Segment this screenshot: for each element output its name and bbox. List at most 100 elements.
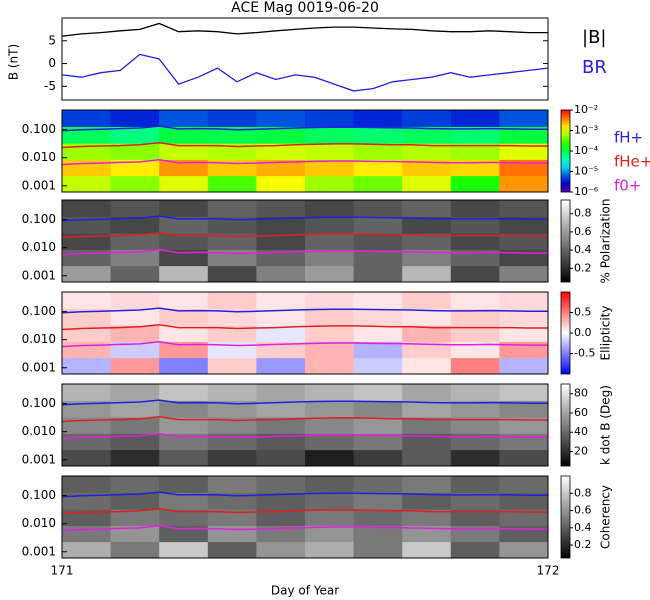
heat-cell xyxy=(110,433,160,451)
heat-cell xyxy=(450,417,500,434)
frequency-line xyxy=(61,324,548,331)
heat-cell xyxy=(499,449,549,467)
heat-cell xyxy=(499,216,549,234)
colorbar-tick-label: 0.5 xyxy=(574,306,592,319)
frequency-line xyxy=(61,159,548,166)
plot-frame xyxy=(61,199,549,283)
heat-cell xyxy=(207,357,257,375)
heat-cell xyxy=(207,492,257,510)
heat-cell xyxy=(159,200,209,217)
colorbar-tick-label: 0.4 xyxy=(574,521,592,534)
heat-cell xyxy=(62,357,112,375)
heat-cell xyxy=(110,417,160,434)
heat-cell xyxy=(207,525,257,543)
heat-cell xyxy=(402,417,452,434)
heat-cell xyxy=(499,143,549,160)
heat-cell xyxy=(402,292,452,309)
heat-cell xyxy=(159,492,209,510)
heat-cell xyxy=(207,476,257,493)
colorbar xyxy=(560,291,571,375)
heat-cell xyxy=(305,200,355,217)
heat-cell xyxy=(450,476,500,493)
y-tick-label: 0.100 xyxy=(22,304,56,318)
heat-cell xyxy=(450,509,500,526)
colorbar xyxy=(560,383,571,467)
heat-cell xyxy=(353,292,403,309)
heat-cell xyxy=(62,476,112,493)
colorbar-tick-label: 10⁻³ xyxy=(574,124,598,137)
colorbar-tick-label: 60 xyxy=(574,406,588,419)
heat-cell xyxy=(207,143,257,160)
heat-cell xyxy=(159,541,209,559)
heat-cell xyxy=(159,476,209,493)
heat-cell xyxy=(499,476,549,493)
heat-cell xyxy=(305,126,355,144)
heat-cell xyxy=(450,175,500,193)
heat-cell xyxy=(159,417,209,434)
heat-cell xyxy=(110,449,160,467)
heat-cell xyxy=(353,308,403,326)
colorbar-label: Coherency xyxy=(599,485,613,549)
heat-cell xyxy=(450,249,500,267)
heat-cell xyxy=(159,249,209,267)
heat-cell xyxy=(305,541,355,559)
heat-cell xyxy=(353,216,403,234)
heat-cell xyxy=(499,308,549,326)
heat-cell xyxy=(353,175,403,193)
heat-cell xyxy=(402,110,452,127)
heat-cell xyxy=(499,492,549,510)
heat-cell xyxy=(353,325,403,342)
heat-cell xyxy=(110,492,160,510)
heat-cell xyxy=(305,233,355,250)
heat-cell xyxy=(499,341,549,359)
heat-cell xyxy=(159,110,209,127)
heat-cell xyxy=(256,525,306,543)
heat-cell xyxy=(207,265,257,283)
x-tick-label: 171 xyxy=(51,564,74,578)
heat-cell xyxy=(62,110,112,127)
heat-cell xyxy=(110,292,160,309)
heat-cell xyxy=(256,325,306,342)
colorbar xyxy=(560,475,571,559)
frequency-line xyxy=(61,508,548,515)
plot-frame xyxy=(61,109,549,193)
heat-cell xyxy=(450,384,500,401)
heat-cell xyxy=(207,233,257,250)
heat-cell xyxy=(450,325,500,342)
heat-cell xyxy=(353,357,403,375)
heat-cell xyxy=(256,541,306,559)
heat-cell xyxy=(110,126,160,144)
heat-cell xyxy=(256,417,306,434)
heat-cell xyxy=(159,159,209,177)
heat-cell xyxy=(207,159,257,177)
heat-cell xyxy=(207,200,257,217)
frequency-line xyxy=(61,525,548,532)
heat-cell xyxy=(450,492,500,510)
heat-cell xyxy=(499,541,549,559)
heat-cell xyxy=(305,175,355,193)
y-tick-label: 0.010 xyxy=(22,150,56,164)
heat-cell xyxy=(305,525,355,543)
colorbar-tick-label: 0.6 xyxy=(574,504,592,517)
heat-cell xyxy=(499,159,549,177)
heat-cell xyxy=(402,216,452,234)
y-tick-label: 5 xyxy=(48,33,56,47)
heat-cell xyxy=(207,384,257,401)
heat-cell xyxy=(305,357,355,375)
heat-cell xyxy=(207,110,257,127)
heat-cell xyxy=(450,400,500,418)
plot-frame xyxy=(61,291,549,375)
heat-cell xyxy=(256,400,306,418)
colorbar-tick-label: 10⁻⁴ xyxy=(574,144,599,157)
heat-cell xyxy=(159,175,209,193)
heat-cell xyxy=(207,292,257,309)
heat-cell xyxy=(353,433,403,451)
heat-cell xyxy=(499,265,549,283)
heat-cell xyxy=(353,126,403,144)
heat-cell xyxy=(353,541,403,559)
heat-cell xyxy=(256,476,306,493)
heat-cell xyxy=(402,357,452,375)
heat-cell xyxy=(159,325,209,342)
heat-cell xyxy=(353,110,403,127)
heat-cell xyxy=(207,216,257,234)
